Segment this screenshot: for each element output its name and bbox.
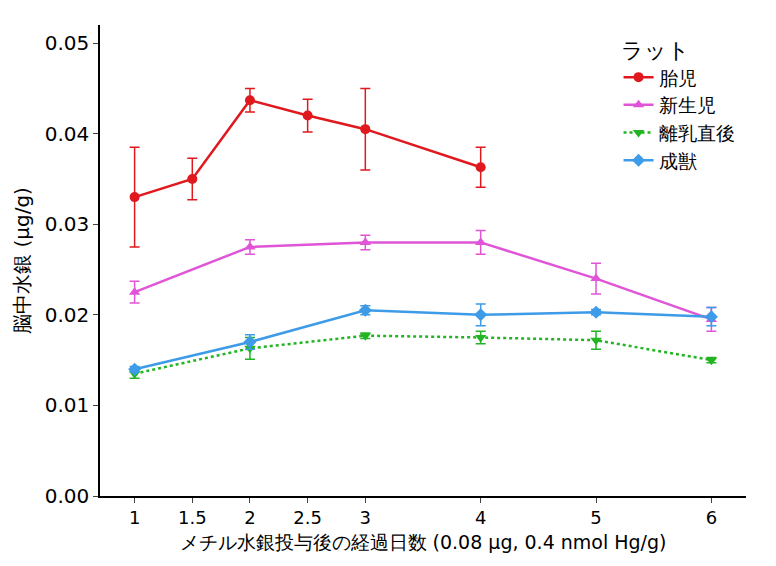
svg-text:0.04: 0.04: [45, 122, 90, 146]
svg-text:2: 2: [244, 507, 255, 528]
svg-text:新生児: 新生児: [659, 94, 716, 116]
svg-text:成獣: 成獣: [659, 150, 697, 172]
svg-text:0.05: 0.05: [45, 31, 90, 55]
svg-text:6: 6: [706, 507, 717, 528]
svg-text:離乳直後: 離乳直後: [659, 122, 735, 144]
svg-text:4: 4: [475, 507, 486, 528]
svg-text:0.03: 0.03: [45, 212, 90, 236]
svg-text:0.02: 0.02: [45, 303, 90, 327]
svg-text:1.5: 1.5: [178, 507, 207, 528]
svg-text:2.5: 2.5: [293, 507, 322, 528]
svg-text:0.00: 0.00: [45, 484, 90, 508]
svg-text:3: 3: [360, 507, 371, 528]
svg-text:5: 5: [590, 507, 601, 528]
svg-text:胎児: 胎児: [659, 67, 697, 89]
svg-text:ラット: ラット: [621, 38, 690, 63]
svg-text:脳中水銀 (μg/g): 脳中水銀 (μg/g): [10, 187, 34, 334]
svg-text:1: 1: [129, 507, 140, 528]
svg-text:0.01: 0.01: [45, 393, 90, 417]
svg-text:メチル水銀投与後の経過日数 (0.08 μg, 0.4 nm: メチル水銀投与後の経過日数 (0.08 μg, 0.4 nmol Hg/g): [180, 531, 667, 553]
